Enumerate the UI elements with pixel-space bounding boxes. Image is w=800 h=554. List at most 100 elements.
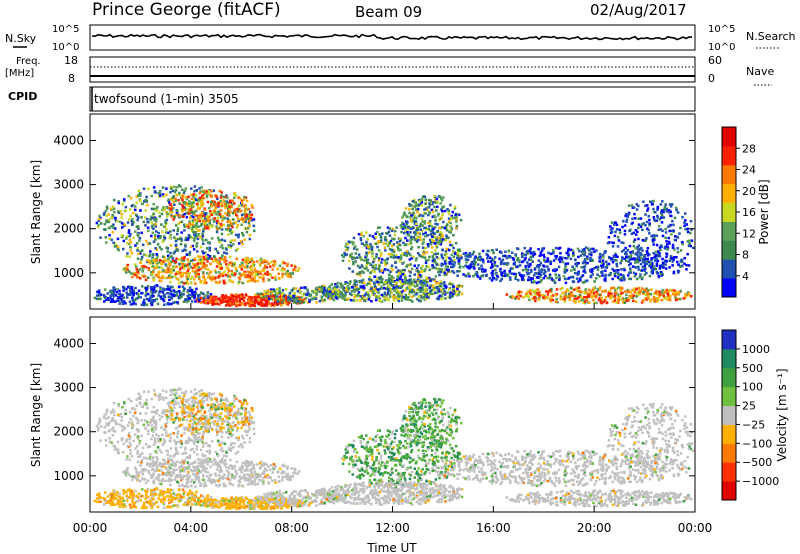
power-cell	[551, 298, 555, 302]
power-cell	[163, 235, 166, 238]
power-cell	[115, 244, 118, 248]
power-cell	[542, 276, 546, 280]
power-cell	[206, 253, 210, 257]
power-cell	[119, 209, 123, 213]
power-cell	[126, 252, 129, 255]
power-cell	[467, 255, 470, 258]
power-cell	[623, 257, 626, 261]
power-cell	[533, 274, 536, 277]
power-cell	[152, 287, 156, 290]
power-cell	[122, 247, 125, 251]
power-cell	[610, 230, 614, 233]
power-cell	[198, 187, 201, 190]
power-cell	[636, 253, 639, 257]
power-cell	[676, 247, 679, 250]
power-cell	[167, 262, 171, 266]
power-cell	[122, 296, 126, 300]
power-cell	[498, 250, 502, 253]
power-cell	[402, 213, 405, 217]
power-cell	[416, 207, 420, 211]
power-cell	[602, 300, 605, 304]
power-cell	[194, 266, 198, 269]
power-cell	[164, 231, 168, 234]
power-cell	[126, 263, 129, 267]
power-cell	[555, 255, 558, 258]
power-cell	[628, 229, 631, 233]
power-cell	[271, 268, 275, 271]
power-cell	[603, 250, 607, 253]
power-cell	[435, 238, 438, 241]
power-cell	[217, 238, 221, 242]
power-cell	[479, 258, 482, 262]
power-cell	[392, 286, 396, 289]
power-cell	[429, 229, 433, 233]
power-cell	[244, 293, 248, 296]
power-cell	[662, 210, 665, 214]
power-cell	[417, 299, 421, 302]
power-cell	[401, 296, 404, 299]
power-cell	[355, 248, 359, 251]
power-cell	[167, 295, 171, 298]
power-cell	[512, 296, 515, 299]
power-cell	[669, 210, 672, 214]
power-cell	[660, 298, 663, 302]
power-cell	[620, 279, 623, 282]
power-cell	[448, 296, 452, 299]
power-cell	[152, 240, 156, 243]
power-cell	[632, 240, 636, 243]
power-cell	[550, 295, 553, 298]
power-cell	[449, 270, 452, 273]
power-cell	[192, 237, 196, 240]
power-cell	[182, 300, 186, 303]
power-cell	[608, 256, 611, 260]
power-cell	[611, 245, 615, 248]
power-cell	[672, 246, 675, 249]
power-cell	[657, 228, 661, 231]
power-cell	[437, 295, 441, 299]
power-cell	[172, 269, 175, 272]
power-cell	[553, 268, 557, 271]
power-cell	[655, 270, 659, 274]
y-tick-label: 2000	[53, 222, 84, 236]
power-cell	[319, 289, 323, 292]
power-cell	[443, 281, 446, 284]
power-cell	[375, 253, 378, 256]
power-cell	[176, 249, 180, 252]
power-cell	[493, 256, 497, 259]
power-cell	[203, 294, 207, 297]
power-cell	[639, 273, 642, 276]
power-cell	[417, 272, 420, 276]
power-cell	[214, 202, 217, 206]
power-cell	[634, 252, 637, 256]
power-cell	[668, 288, 672, 292]
power-cell	[283, 261, 286, 265]
power-cell	[481, 274, 485, 277]
power-cell	[410, 235, 413, 239]
power-cell	[206, 299, 209, 302]
power-cell	[136, 257, 140, 260]
power-cell	[659, 272, 663, 276]
power-cell	[620, 241, 623, 244]
power-cell	[393, 279, 397, 283]
power-cell	[135, 213, 138, 217]
power-cell	[546, 296, 550, 299]
power-cell	[533, 290, 537, 293]
power-cell	[523, 246, 526, 250]
power-cell	[582, 298, 585, 302]
power-cell	[418, 276, 421, 279]
power-cell	[445, 256, 448, 259]
power-cell	[232, 263, 235, 266]
power-cell	[260, 276, 264, 279]
power-cell	[570, 269, 573, 272]
power-cell	[638, 258, 642, 262]
power-cell	[663, 207, 666, 211]
power-cell	[184, 298, 187, 301]
power-cell	[449, 243, 452, 247]
power-cell	[378, 257, 381, 260]
power-cell	[227, 203, 230, 207]
power-cell	[315, 291, 319, 295]
power-cell	[386, 268, 390, 272]
power-cell	[578, 249, 581, 253]
power-cell	[140, 258, 143, 261]
